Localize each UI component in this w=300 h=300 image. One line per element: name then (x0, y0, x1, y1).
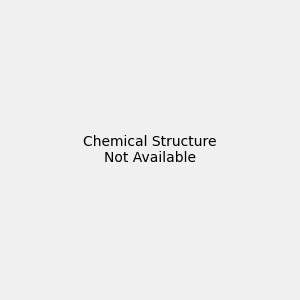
Text: Chemical Structure
Not Available: Chemical Structure Not Available (83, 135, 217, 165)
